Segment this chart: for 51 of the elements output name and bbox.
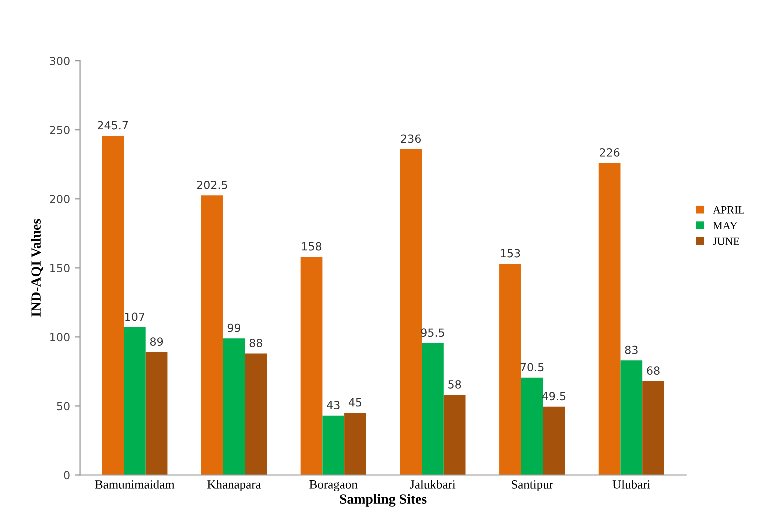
bar	[102, 136, 124, 476]
bar	[201, 196, 224, 476]
x-tick-label: Khanapara	[208, 480, 262, 492]
legend-label: APRIL	[713, 206, 744, 214]
bar	[400, 149, 422, 476]
bar	[223, 338, 246, 476]
data-label: 43	[327, 401, 340, 410]
bar	[620, 360, 643, 476]
bar	[543, 406, 566, 476]
bar	[422, 343, 444, 476]
bar	[500, 264, 522, 476]
legend-label: JUNE	[713, 238, 740, 246]
x-tick-label: Bamunimaidam	[95, 480, 175, 489]
bar	[444, 395, 466, 476]
data-label: 107	[126, 312, 145, 322]
data-label: 202.5	[197, 180, 228, 190]
x-tick-label: Ulubari	[612, 480, 651, 489]
y-tick-label: 150	[50, 264, 70, 273]
y-axis-title: IND-AQI Values	[31, 219, 44, 317]
x-axis-title: Sampling Sites	[340, 494, 427, 507]
legend-label: MAY	[713, 222, 738, 230]
y-tick-label: 50	[57, 402, 70, 411]
bar	[642, 381, 664, 476]
x-tick-label: Boragaon	[310, 480, 358, 492]
bar	[124, 328, 146, 476]
y-tick-label: 0	[64, 471, 70, 480]
bar	[245, 354, 268, 476]
data-label: 89	[150, 338, 164, 346]
bar	[300, 257, 323, 476]
bar	[344, 413, 366, 476]
y-tick-label: 200	[50, 195, 70, 204]
bar	[598, 163, 621, 476]
y-tick-label: 250	[50, 126, 70, 134]
x-tick-label: Jalukbari	[410, 480, 456, 489]
data-label: 153	[501, 249, 520, 258]
y-tick-label: 300	[50, 57, 70, 66]
y-tick-label: 100	[50, 333, 70, 342]
data-label: 88	[250, 339, 262, 348]
data-label: 158	[302, 242, 322, 251]
data-label: 99	[228, 324, 241, 332]
bar	[521, 378, 544, 476]
data-label: 58	[448, 380, 462, 389]
data-label: 68	[647, 366, 660, 376]
data-label: 236	[401, 134, 422, 144]
x-tick-label: Santipur	[512, 480, 554, 492]
data-label: 83	[625, 346, 638, 354]
data-label: 245.7	[98, 121, 128, 130]
data-label: 45	[348, 398, 362, 407]
data-label: 226	[600, 148, 620, 157]
bar	[146, 352, 168, 476]
bar	[322, 416, 345, 476]
